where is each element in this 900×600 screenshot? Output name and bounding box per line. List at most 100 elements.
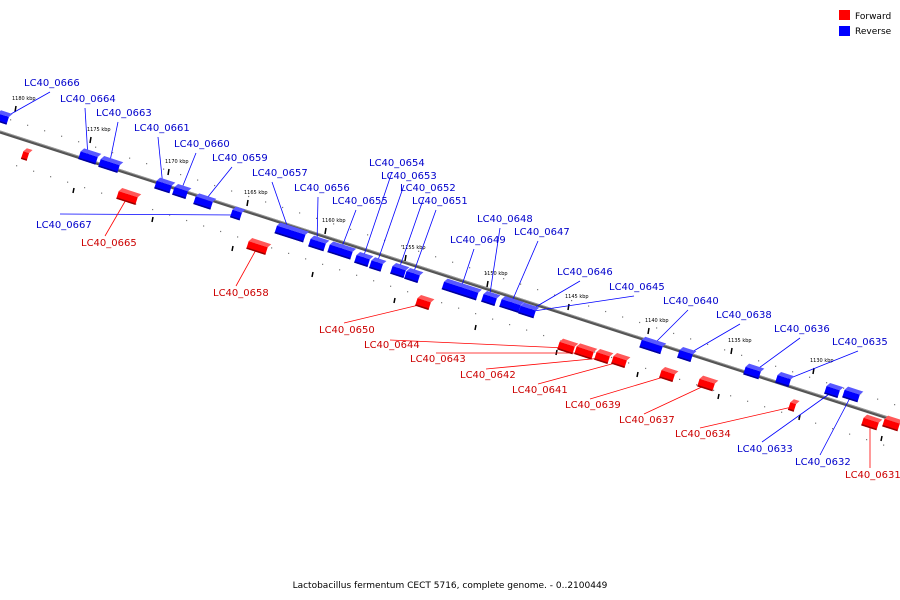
gene-lc40_0664[interactable] <box>78 148 102 166</box>
track-dot <box>475 313 477 315</box>
gene-label-lc40_0657[interactable]: LC40_0657 <box>252 168 308 179</box>
gene-label-lc40_0643[interactable]: LC40_0643 <box>410 354 466 365</box>
gene-label-lc40_0660[interactable]: LC40_0660 <box>174 139 230 150</box>
gene-unlabeled-1[interactable] <box>882 415 900 432</box>
gene-label-lc40_0659[interactable]: LC40_0659 <box>212 153 268 164</box>
scale-tick-mark <box>167 168 170 176</box>
gene-lc40_0655[interactable] <box>327 241 357 261</box>
track-dot <box>458 307 460 309</box>
gene-front-face <box>775 375 791 387</box>
label-leaders <box>1 91 871 468</box>
gene-label-lc40_0661[interactable]: LC40_0661 <box>134 123 190 134</box>
gene-lc40_0641[interactable] <box>611 352 631 368</box>
gene-lc40_0650[interactable] <box>415 294 435 310</box>
gene-front-face <box>677 350 693 362</box>
gene-top-face <box>232 206 246 213</box>
gene-lc40_0637[interactable] <box>697 375 719 392</box>
gene-lc40_0644[interactable] <box>557 338 579 355</box>
gene-label-lc40_0633[interactable]: LC40_0633 <box>737 444 793 455</box>
gene-lc40_0640[interactable] <box>639 336 667 355</box>
gene-label-lc40_0631[interactable]: LC40_0631 <box>845 470 900 481</box>
gene-label-lc40_0638[interactable]: LC40_0638 <box>716 310 772 321</box>
gene-lc40_0651[interactable] <box>404 267 424 283</box>
gene-label-lc40_0655[interactable]: LC40_0655 <box>332 196 388 207</box>
gene-label-lc40_0650[interactable]: LC40_0650 <box>319 325 375 336</box>
gene-front-face <box>574 346 594 360</box>
gene-front-face <box>659 370 675 382</box>
gene-lc40_0631[interactable] <box>861 414 883 431</box>
gene-shadow <box>518 311 534 319</box>
gene-shadow <box>20 157 28 161</box>
gene-shadow <box>594 358 608 364</box>
gene-lc40_0646[interactable] <box>518 302 540 319</box>
gene-label-lc40_0652[interactable]: LC40_0652 <box>400 183 456 194</box>
gene-top-face <box>417 294 435 303</box>
gene-label-lc40_0632[interactable]: LC40_0632 <box>795 457 851 468</box>
gene-label-lc40_0651[interactable]: LC40_0651 <box>412 196 468 207</box>
minor-tick-mark <box>72 187 75 194</box>
gene-label-lc40_0634[interactable]: LC40_0634 <box>675 429 731 440</box>
track-dot <box>690 338 692 340</box>
gene-lc40_0665[interactable] <box>116 187 142 205</box>
gene-label-lc40_0663[interactable]: LC40_0663 <box>96 108 152 119</box>
gene-lc40_0633[interactable] <box>824 382 844 398</box>
gene-lc40_0642[interactable] <box>594 348 614 364</box>
track-dot <box>407 291 409 293</box>
gene-label-lc40_0667[interactable]: LC40_0667 <box>36 220 92 231</box>
gene-label-lc40_0666[interactable]: LC40_0666 <box>24 78 80 89</box>
gene-lc40_0658[interactable] <box>246 237 272 255</box>
gene-label-lc40_0637[interactable]: LC40_0637 <box>619 415 675 426</box>
gene-lc40_0666[interactable] <box>0 110 13 126</box>
gene-lc40_0654[interactable] <box>354 251 374 267</box>
gene-label-lc40_0665[interactable]: LC40_0665 <box>81 238 137 249</box>
gene-label-lc40_0658[interactable]: LC40_0658 <box>213 288 269 299</box>
gene-lc40_0647[interactable] <box>499 295 525 313</box>
gene-label-lc40_0646[interactable]: LC40_0646 <box>557 267 613 278</box>
track-dot <box>826 382 828 384</box>
gene-label-lc40_0645[interactable]: LC40_0645 <box>609 282 665 293</box>
gene-lc40_0635[interactable] <box>775 371 795 387</box>
gene-lc40_0656[interactable] <box>308 235 330 252</box>
gene-lc40_0649[interactable] <box>441 278 482 301</box>
gene-label-lc40_0639[interactable]: LC40_0639 <box>565 400 621 411</box>
gene-label-lc40_0648[interactable]: LC40_0648 <box>477 214 533 225</box>
gene-label-lc40_0636[interactable]: LC40_0636 <box>774 324 830 335</box>
gene-label-lc40_0664[interactable]: LC40_0664 <box>60 94 116 105</box>
gene-label-lc40_0647[interactable]: LC40_0647 <box>514 227 570 238</box>
gene-lc40_0660[interactable] <box>172 183 192 199</box>
gene-lc40_0652[interactable] <box>390 262 410 278</box>
track-dot <box>231 190 233 192</box>
gene-unlabeled-0[interactable] <box>20 147 33 161</box>
gene-lc40_0634[interactable] <box>787 398 800 412</box>
gene-label-lc40_0642[interactable]: LC40_0642 <box>460 370 516 381</box>
gene-shadow <box>861 423 877 431</box>
track-dot <box>112 152 114 154</box>
gene-lc40_0636[interactable] <box>743 363 765 380</box>
gene-lc40_0653[interactable] <box>369 257 387 273</box>
scale-tick-mark <box>89 136 92 144</box>
gene-label-lc40_0654[interactable]: LC40_0654 <box>369 158 425 169</box>
gene-lc40_0643[interactable] <box>574 343 598 361</box>
gene-lc40_0638[interactable] <box>677 346 697 362</box>
gene-label-lc40_0635[interactable]: LC40_0635 <box>832 337 888 348</box>
gene-shadow <box>274 231 304 243</box>
gene-label-lc40_0649[interactable]: LC40_0649 <box>450 235 506 246</box>
gene-label-lc40_0644[interactable]: LC40_0644 <box>364 340 420 351</box>
gene-front-face <box>327 244 353 260</box>
gene-lc40_0667[interactable] <box>230 206 246 221</box>
gene-lc40_0639[interactable] <box>659 366 679 382</box>
gene-label-lc40_0640[interactable]: LC40_0640 <box>663 296 719 307</box>
minor-tick-mark <box>151 216 154 223</box>
gene-label-lc40_0656[interactable]: LC40_0656 <box>294 183 350 194</box>
gene-lc40_0648[interactable] <box>481 290 501 306</box>
gene-lc40_0661[interactable] <box>154 177 176 194</box>
gene-top-face <box>276 222 310 235</box>
gene-label-lc40_0641[interactable]: LC40_0641 <box>512 385 568 396</box>
gene-front-face <box>98 159 120 173</box>
gene-lc40_0657[interactable] <box>274 222 310 243</box>
gene-label-lc40_0653[interactable]: LC40_0653 <box>381 171 437 182</box>
gene-lc40_0663[interactable] <box>98 155 124 173</box>
gene-lc40_0659[interactable] <box>193 193 217 211</box>
gene-lc40_0632[interactable] <box>842 386 864 403</box>
gene-top-face <box>661 366 679 375</box>
